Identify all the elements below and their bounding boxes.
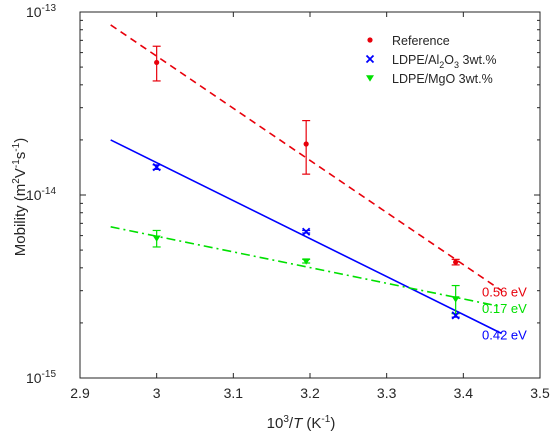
x-tick-label: 3.2 [300, 385, 320, 401]
data-point [451, 296, 460, 303]
data-points [152, 59, 460, 320]
fit-line [110, 139, 503, 335]
data-point [152, 235, 161, 242]
legend-marker [367, 37, 373, 43]
data-point [451, 311, 460, 320]
y-tick-label: 10-15 [26, 369, 56, 386]
tick-labels: 2.9 3 3.1 3.2 3.3 3.4 3.5 10-15 10-14 10-13 [26, 3, 550, 401]
y-axis-label: Mobility (m2V-1s-1) [11, 138, 29, 256]
legend-marker [365, 54, 375, 64]
data-point [152, 162, 161, 172]
fit-line [110, 24, 503, 292]
legend: Reference LDPE/Al2O3 3wt.% LDPE/MgO 3wt.% [365, 34, 497, 86]
activation-energy-label: 0.56 eV [482, 285, 527, 300]
data-point [302, 258, 311, 265]
legend-marker [366, 75, 374, 82]
legend-label: LDPE/Al2O3 3wt.% [392, 53, 497, 70]
fit-line [110, 226, 502, 308]
legend-label: LDPE/MgO 3wt.% [392, 72, 493, 86]
data-point [453, 259, 459, 265]
activation-energy-label: 0.42 eV [482, 328, 527, 343]
data-point [154, 59, 160, 66]
x-tick-label: 3.5 [530, 385, 550, 401]
data-point [303, 141, 309, 147]
fit-lines [110, 24, 503, 335]
legend-label: Reference [392, 34, 450, 48]
error-bars [152, 45, 460, 318]
y-tick-label: 10-13 [26, 3, 56, 20]
x-tick-label: 3 [153, 385, 161, 401]
x-tick-label: 3.4 [454, 385, 474, 401]
x-tick-label: 3.1 [224, 385, 244, 401]
tick-marks [79, 11, 541, 379]
data-point [302, 227, 311, 236]
x-tick-label: 3.3 [377, 385, 397, 401]
y-tick-label: 10-14 [26, 186, 56, 203]
activation-energy-label: 0.17 eV [482, 301, 527, 316]
activation-energy-labels: 0.56 eV 0.42 eV 0.17 eV [482, 285, 527, 343]
x-axis-label: 103/T (K-1) [267, 414, 336, 432]
x-tick-label: 2.9 [70, 385, 90, 401]
